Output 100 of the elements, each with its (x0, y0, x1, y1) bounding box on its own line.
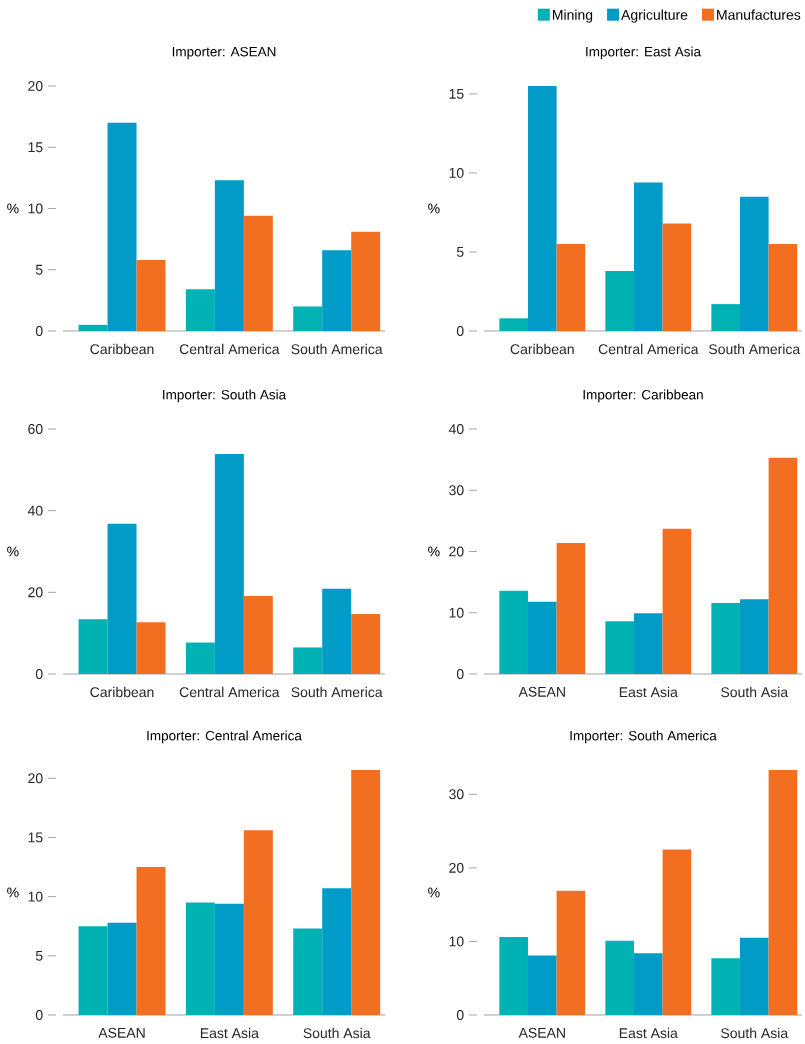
x-tick-label: ASEAN (518, 1027, 565, 1038)
y-tick-label: 10 (28, 891, 43, 902)
bar (768, 244, 798, 331)
x-tick-label: South Asia (721, 1027, 789, 1039)
x-tick-label: Caribbean (90, 686, 154, 698)
x-tick-label: South America (291, 343, 383, 355)
y-tick-label: 20 (449, 862, 464, 873)
chart-title: Importer: South America (570, 730, 717, 744)
bar (322, 888, 352, 1015)
legend-label: Manufactures (717, 9, 801, 20)
y-tick-label: 20 (28, 587, 43, 598)
y-tick-label: 0 (456, 326, 464, 336)
y-tick-label: 10 (449, 936, 464, 947)
bar (662, 849, 692, 1015)
bar (136, 259, 166, 331)
y-tick-label: 15 (449, 89, 464, 99)
y-tick-label: 15 (28, 142, 43, 153)
bar (556, 244, 586, 331)
bar (351, 613, 381, 674)
bar (107, 523, 137, 674)
bar (214, 903, 244, 1015)
y-tick-label: 0 (35, 1010, 43, 1020)
y-axis-title: % (428, 546, 440, 557)
bar (351, 231, 381, 331)
bar (243, 830, 273, 1015)
bar (633, 182, 663, 331)
y-tick-label: 10 (449, 167, 464, 178)
bar (739, 937, 769, 1015)
bar (214, 453, 244, 674)
bar (185, 902, 215, 1015)
bar (739, 196, 769, 331)
bar (293, 306, 323, 331)
bar (322, 588, 352, 674)
bar (322, 250, 352, 331)
bar (605, 940, 634, 1015)
x-tick-label: South America (709, 343, 801, 355)
bar (633, 613, 663, 674)
y-tick-label: 15 (28, 832, 43, 843)
bar (768, 769, 798, 1015)
y-axis-title: % (428, 203, 440, 214)
bar (711, 602, 740, 674)
x-tick-label: ASEAN (98, 1027, 145, 1038)
bar (605, 270, 634, 331)
y-tick-label: 30 (449, 485, 464, 496)
bar (662, 528, 692, 674)
y-axis-title: % (7, 546, 19, 557)
bar (78, 926, 108, 1015)
bar (185, 642, 215, 674)
x-tick-label: East Asia (619, 686, 678, 698)
y-tick-label: 30 (449, 789, 464, 800)
chart-title: Importer: Caribbean (583, 389, 703, 403)
x-tick-label: Caribbean (510, 343, 574, 355)
legend-label: Mining (552, 9, 593, 23)
bar (107, 122, 137, 331)
bar (499, 318, 528, 331)
bar (527, 955, 557, 1015)
y-tick-label: 5 (456, 247, 464, 257)
y-tick-label: 0 (456, 669, 464, 679)
y-tick-label: 0 (35, 326, 43, 336)
bar (107, 922, 137, 1015)
x-tick-label: Caribbean (90, 343, 154, 355)
bar (214, 180, 244, 331)
bar (351, 769, 381, 1015)
y-tick-label: 0 (35, 669, 43, 679)
chart-title: Importer: East Asia (586, 46, 702, 60)
y-tick-label: 40 (448, 424, 464, 434)
chart-title: Importer: South Asia (163, 389, 287, 403)
bar (556, 890, 586, 1015)
y-axis-title: % (7, 203, 19, 214)
x-tick-label: East Asia (200, 1027, 259, 1039)
bar (293, 928, 323, 1015)
chart-title: Importer: Central America (147, 730, 302, 744)
y-tick-label: 5 (35, 264, 43, 275)
x-tick-label: East Asia (619, 1027, 678, 1039)
bar (499, 937, 528, 1015)
bar (136, 622, 166, 674)
x-tick-label: Central America (179, 686, 280, 698)
bar (78, 619, 108, 674)
bar (556, 542, 586, 674)
y-tick-label: 0 (456, 1010, 464, 1020)
bar (527, 601, 557, 674)
bar (662, 223, 692, 331)
x-tick-label: Central America (598, 343, 699, 355)
bar (243, 215, 273, 331)
x-tick-label: Central America (179, 343, 280, 355)
x-tick-label: South America (291, 686, 383, 698)
bar (633, 953, 663, 1015)
bar (243, 596, 273, 674)
bar (768, 457, 798, 674)
y-tick-label: 20 (28, 773, 43, 784)
y-axis-title: % (7, 887, 19, 898)
legend-label: Agriculture (621, 9, 688, 23)
bar (293, 647, 323, 674)
y-tick-label: 5 (35, 950, 43, 961)
y-tick-label: 40 (27, 505, 43, 516)
y-tick-label: 60 (28, 424, 43, 434)
bar (605, 621, 634, 674)
x-tick-label: South Asia (303, 1027, 371, 1039)
bar (136, 867, 166, 1015)
chart-title: Importer: ASEAN (172, 46, 276, 60)
